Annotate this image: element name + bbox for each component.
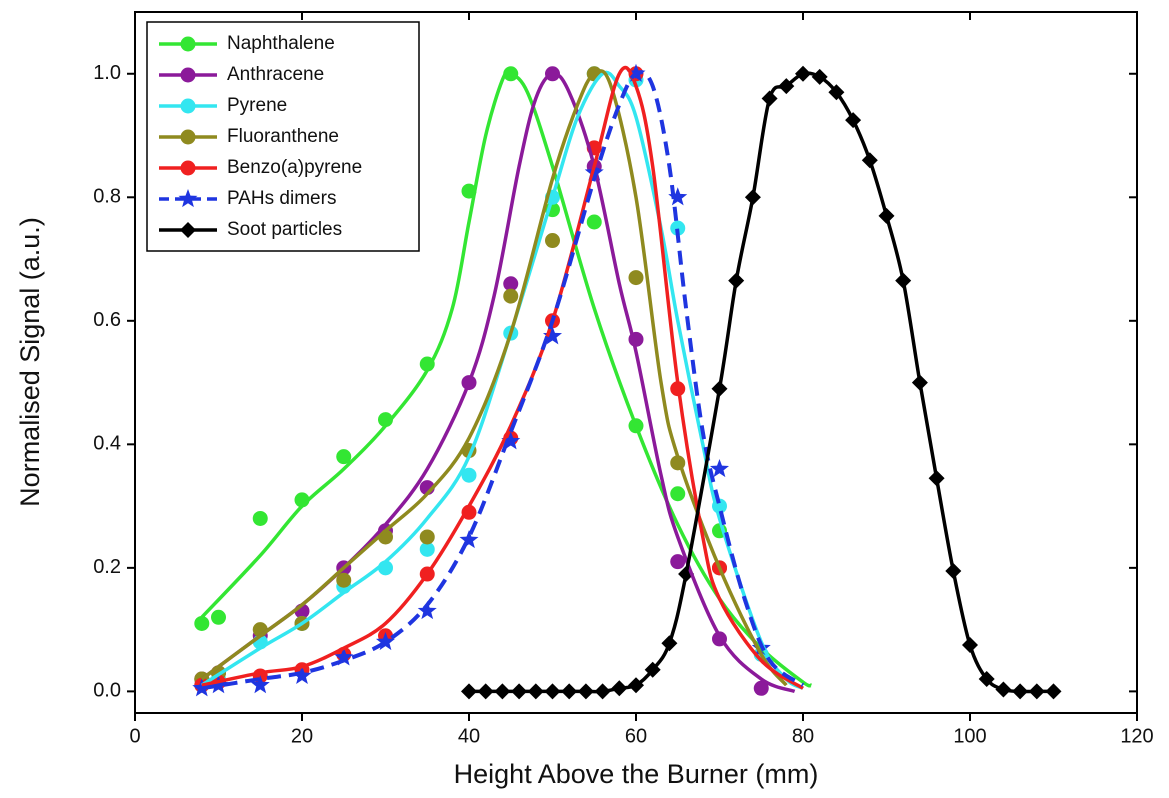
data-point (628, 270, 644, 286)
x-axis-title: Height Above the Burner (mm) (454, 759, 819, 789)
y-tick-label: 0.2 (93, 556, 121, 578)
legend-label: Soot particles (227, 219, 342, 240)
y-tick-label: 0.4 (93, 433, 121, 455)
fit-line (201, 65, 804, 690)
x-tick-label: 60 (625, 725, 647, 747)
data-point (545, 233, 560, 249)
x-tick-label: 120 (1120, 725, 1153, 747)
data-point (461, 467, 477, 483)
legend-marker (178, 189, 198, 208)
legend-marker (180, 129, 196, 145)
data-point (670, 554, 686, 570)
y-tick-label: 0.6 (93, 309, 121, 331)
y-tick-label: 0.0 (93, 680, 121, 702)
y-tick-label: 0.8 (93, 186, 121, 208)
legend-label: Benzo(a)pyrene (227, 157, 362, 178)
data-point (419, 529, 435, 545)
x-tick-label: 20 (291, 725, 313, 747)
data-point (194, 615, 210, 631)
legend-label: Naphthalene (227, 33, 335, 54)
data-point (670, 486, 686, 502)
x-tick-label: 0 (129, 725, 140, 747)
data-point (503, 276, 519, 292)
y-axis-title: Normalised Signal (a.u.) (15, 217, 45, 507)
data-point (503, 288, 519, 304)
data-point (417, 601, 437, 620)
data-point (334, 647, 354, 666)
y-tick-label: 1.0 (93, 62, 121, 84)
data-point (542, 326, 563, 345)
x-tick-label: 80 (792, 725, 814, 747)
legend-marker (180, 98, 196, 114)
data-point (670, 220, 686, 236)
data-point (501, 431, 521, 450)
data-point (668, 187, 688, 206)
fit-line (200, 70, 812, 688)
legend-marker (180, 160, 196, 176)
data-point (292, 665, 312, 685)
data-point (336, 572, 352, 588)
x-tick-label: 40 (458, 725, 480, 747)
legend-label: Pyrene (227, 95, 287, 116)
legend-label: Fluoranthene (227, 126, 339, 147)
fit-line (200, 69, 788, 687)
legend-marker (180, 36, 196, 52)
data-point (586, 214, 602, 230)
data-point (208, 675, 229, 694)
data-point (250, 675, 270, 694)
data-point (211, 609, 226, 625)
legend-marker (180, 67, 196, 83)
x-tick-label: 100 (953, 725, 986, 747)
legend-label: Anthracene (227, 64, 324, 85)
fit-line (200, 70, 804, 690)
data-point (336, 449, 352, 465)
data-point (419, 541, 435, 557)
fit-line (201, 70, 805, 691)
legend-label: PAHs dimers (227, 188, 336, 209)
data-point (753, 680, 769, 696)
data-point (375, 631, 396, 651)
legend-marker (180, 222, 196, 238)
fit-line (468, 71, 1054, 694)
data-point (459, 530, 479, 549)
data-point (252, 510, 268, 526)
data-point (709, 459, 730, 478)
